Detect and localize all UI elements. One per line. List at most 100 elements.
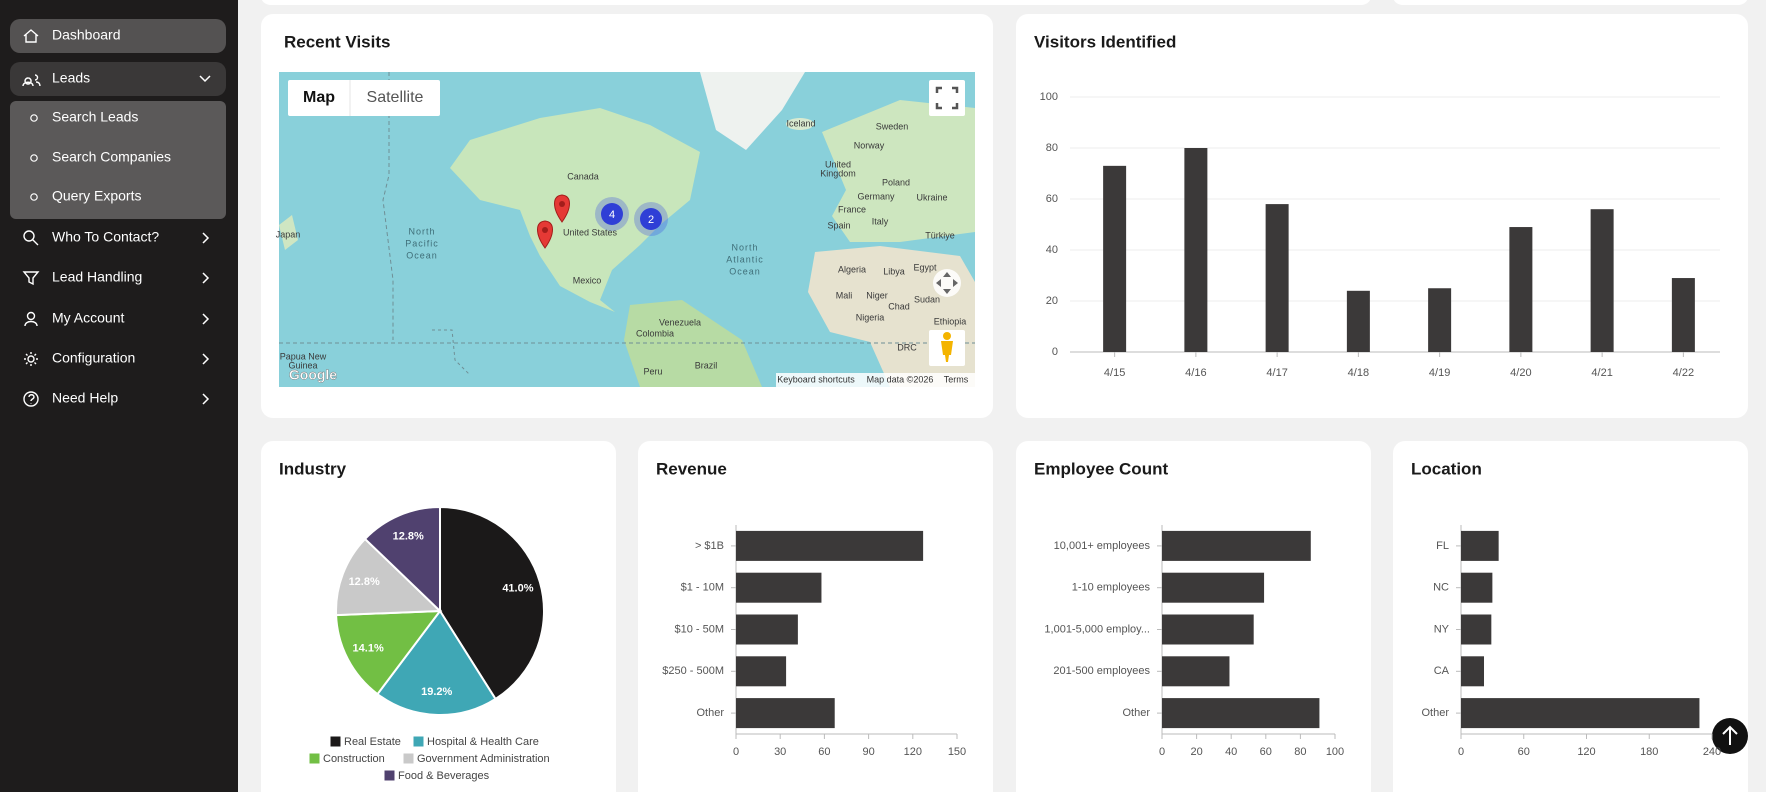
map-type-button[interactable]: Map [303, 89, 335, 106]
x-tick-label: 240 [1703, 746, 1721, 758]
x-tick-label: 80 [1294, 746, 1306, 758]
arrow-up-icon [1722, 725, 1738, 745]
card-partial [261, 0, 1371, 5]
map-logo: Google [289, 367, 337, 383]
x-tick-label: 120 [904, 746, 922, 758]
menu-active [10, 19, 226, 53]
place-label: Canada [567, 171, 599, 181]
chevron [202, 232, 210, 244]
submenu [10, 101, 226, 219]
place-label: Japan [276, 229, 301, 239]
pegman [941, 341, 953, 362]
place-label: North [731, 242, 758, 252]
map-marker[interactable] [554, 194, 570, 223]
bar [1162, 656, 1230, 687]
menu-icon [23, 29, 39, 43]
fullscreen-button[interactable] [929, 80, 965, 116]
pie-slice [335, 537, 443, 617]
pie-slice [363, 505, 441, 614]
x-tick-label: 150 [948, 746, 966, 758]
attribution[interactable]: Keyboard shortcuts [777, 374, 855, 384]
x-tick-label: 0 [1458, 746, 1464, 758]
menu-item[interactable]: Need Help [52, 390, 118, 406]
submenu-item[interactable]: Search Companies [52, 149, 171, 165]
x-tick-label: 4/21 [1591, 367, 1612, 379]
place-label: United [825, 159, 851, 169]
cluster[interactable] [601, 203, 623, 225]
card-title: Revenue [656, 459, 727, 478]
y-tick-label: 1-10 employees [1072, 582, 1151, 594]
map-type-button[interactable]: Satellite [367, 89, 424, 106]
map-marker-dot [542, 227, 548, 233]
menu-item[interactable]: Dashboard [52, 27, 121, 43]
place-label: North [408, 226, 435, 236]
x-tick-label: 4/16 [1185, 367, 1206, 379]
bar [736, 572, 822, 603]
menu-item[interactable]: Who To Contact? [52, 229, 159, 245]
bar [736, 698, 835, 729]
legend-swatch [308, 752, 321, 765]
menu-icon [23, 230, 39, 246]
menu-open [10, 62, 226, 96]
submenu-item[interactable]: Query Exports [52, 188, 141, 204]
menu-item[interactable]: My Account [52, 310, 124, 326]
place-label: Kingdom [820, 168, 856, 178]
menu-item[interactable]: Lead Handling [52, 269, 142, 285]
chevron [202, 393, 210, 405]
place-label: Algeria [838, 264, 866, 274]
y-tick-label: 60 [1046, 193, 1058, 205]
menu-item[interactable]: Leads [52, 70, 90, 86]
data-label: 19.2% [421, 686, 452, 698]
legend-label: Real Estate [344, 736, 401, 748]
legend-swatch [402, 752, 415, 765]
chevron [202, 313, 210, 325]
pan-control[interactable] [933, 269, 961, 297]
x-tick-label: 40 [1225, 746, 1237, 758]
y-tick-label: $10 - 50M [674, 623, 724, 635]
boundary [432, 329, 471, 376]
bar [1162, 614, 1254, 645]
x-tick-label: 0 [733, 746, 739, 758]
x-tick-label: 90 [862, 746, 874, 758]
x-tick-label: 0 [1159, 746, 1165, 758]
card-title: Visitors Identified [1034, 32, 1176, 51]
menu-item[interactable]: Configuration [52, 350, 135, 366]
cluster[interactable] [640, 208, 662, 230]
map-type-control [288, 80, 440, 116]
legend-label: Hospital & Health Care [427, 736, 539, 748]
pan-icon [936, 272, 958, 294]
y-tick-label: Other [696, 707, 724, 719]
chart-card [1393, 441, 1748, 792]
y-tick-label: NC [1433, 582, 1449, 594]
menu-icon [24, 311, 38, 327]
data-label: 12.8% [393, 530, 424, 542]
chart-card [638, 441, 993, 792]
y-tick-label: NY [1434, 623, 1450, 635]
place-label: Libya [883, 266, 905, 276]
data-label: 14.1% [353, 643, 384, 655]
attribution[interactable]: Terms [944, 374, 969, 384]
bar [1671, 278, 1695, 352]
map-marker[interactable] [537, 220, 553, 249]
bar [1162, 698, 1320, 729]
place-label: Türkiye [925, 230, 955, 240]
map[interactable]: Map Satellite Canada United States Mexico Ice… [276, 72, 975, 387]
bar [1103, 165, 1127, 352]
y-tick-label: Other [1421, 707, 1449, 719]
y-tick-label: 0 [1052, 346, 1058, 358]
place-label: Colombia [636, 328, 674, 338]
x-tick-label: 4/22 [1673, 367, 1694, 379]
bar [1461, 530, 1499, 561]
fullscreen-icon [935, 86, 959, 110]
legend-swatch [329, 735, 342, 748]
bar [1461, 572, 1493, 603]
y-tick-label: 40 [1046, 244, 1058, 256]
land [822, 100, 975, 242]
place-label: Ethiopia [934, 316, 967, 326]
x-tick-label: 180 [1640, 746, 1658, 758]
place-label: Ukraine [916, 192, 947, 202]
submenu-item[interactable]: Search Leads [52, 109, 138, 125]
place-label: Peru [643, 366, 662, 376]
x-tick-label: 4/18 [1348, 367, 1369, 379]
